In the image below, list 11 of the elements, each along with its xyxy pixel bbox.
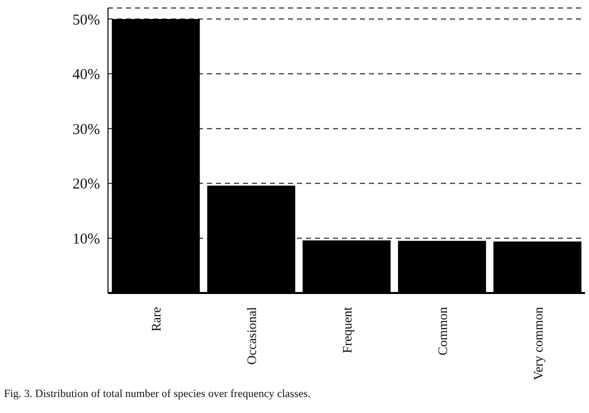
y-tick-label: 20% [72, 176, 100, 193]
y-tick-label: 50% [72, 12, 100, 28]
y-tick-label: 10% [72, 232, 100, 248]
x-tick-label: Common [434, 306, 450, 356]
x-tick-label: Frequent [340, 306, 354, 354]
x-tick-label: Very common [530, 306, 546, 380]
caption: Fig. 3. Distribution of total number of species over frequency classes. [4, 388, 310, 400]
x-tick-label: Occasional [244, 306, 260, 365]
y-tick-label: 40% [72, 67, 100, 84]
x-tick-label: Rare [148, 306, 164, 332]
y-tick-label: 30% [72, 122, 100, 138]
